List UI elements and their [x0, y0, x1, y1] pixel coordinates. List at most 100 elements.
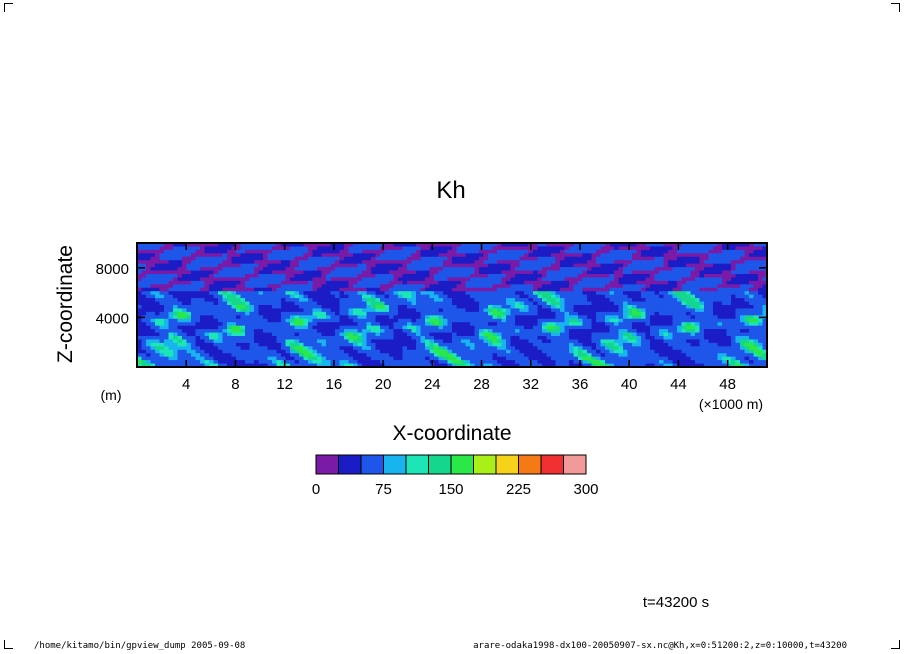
field-cell: [272, 291, 277, 296]
field-cell: [762, 346, 767, 351]
field-cell: [159, 318, 165, 323]
field-cell: [735, 249, 741, 254]
field-cell: [200, 305, 205, 309]
field-cell: [168, 246, 174, 251]
field-cell: [560, 287, 565, 292]
field-cell: [150, 318, 156, 323]
field-cell: [429, 339, 435, 344]
field-cell: [443, 363, 448, 367]
field-cell: [681, 360, 687, 364]
field-cell: [605, 349, 610, 354]
field-cell: [663, 349, 669, 354]
field-cell: [308, 360, 313, 364]
field-cell: [303, 325, 309, 330]
field-cell: [546, 315, 552, 320]
field-cell: [677, 356, 682, 361]
field-cell: [600, 243, 606, 247]
field-cell: [713, 256, 718, 261]
field-cell: [479, 356, 484, 361]
field-cell: [569, 267, 574, 271]
field-cell: [753, 346, 759, 351]
field-cell: [461, 256, 466, 261]
field-cell: [605, 360, 610, 364]
field-cell: [560, 274, 565, 278]
field-cell: [470, 329, 475, 333]
field-cell: [717, 256, 723, 261]
field-cell: [213, 246, 219, 251]
field-cell: [564, 315, 570, 320]
field-cell: [762, 287, 767, 292]
field-cell: [407, 284, 412, 289]
field-cell: [618, 336, 624, 340]
field-cell: [227, 298, 232, 302]
field-cell: [276, 263, 282, 268]
field-cell: [596, 294, 601, 299]
field-cell: [524, 298, 529, 302]
field-cell: [537, 336, 543, 340]
field-cell: [668, 346, 673, 351]
field-cell: [717, 301, 723, 306]
field-cell: [663, 277, 669, 282]
field-cell: [146, 356, 151, 361]
field-cell: [546, 298, 552, 302]
field-cell: [344, 353, 349, 358]
field-cell: [614, 260, 619, 265]
field-cell: [614, 249, 619, 254]
field-cell: [321, 287, 327, 292]
field-cell: [258, 339, 264, 344]
field-cell: [542, 322, 547, 327]
field-cell: [488, 311, 493, 316]
field-cell: [668, 291, 673, 296]
field-cell: [726, 346, 732, 351]
field-cell: [659, 360, 664, 364]
field-cell: [542, 246, 547, 251]
field-cell: [731, 256, 736, 261]
field-cell: [479, 305, 484, 309]
field-cell: [528, 291, 534, 296]
field-cell: [384, 305, 390, 309]
field-cell: [416, 315, 421, 320]
field-cell: [591, 315, 597, 320]
field-cell: [249, 332, 255, 337]
field-cell: [443, 318, 448, 323]
field-cell: [609, 336, 615, 340]
field-cell: [461, 325, 466, 330]
field-cell: [663, 280, 669, 285]
field-cell: [650, 308, 655, 313]
field-cell: [389, 249, 394, 254]
field-cell: [389, 325, 394, 330]
field-cell: [695, 339, 700, 344]
field-cell: [506, 294, 511, 299]
field-cell: [632, 353, 637, 358]
field-cell: [722, 294, 727, 299]
field-cell: [447, 325, 453, 330]
field-cell: [681, 298, 687, 302]
field-cell: [402, 267, 408, 271]
field-cell: [438, 315, 444, 320]
field-cell: [222, 243, 228, 247]
field-cell: [353, 336, 358, 340]
field-cell: [479, 270, 484, 275]
field-cell: [312, 277, 318, 282]
field-cell: [542, 294, 547, 299]
field-cell: [645, 353, 651, 358]
field-cell: [353, 363, 358, 367]
field-cell: [551, 267, 556, 271]
field-cell: [564, 342, 570, 347]
field-cell: [425, 256, 430, 261]
field-cell: [555, 318, 561, 323]
field-cell: [668, 274, 673, 278]
field-cell: [137, 249, 142, 254]
field-cell: [159, 260, 165, 265]
field-cell: [519, 256, 525, 261]
field-cell: [758, 267, 763, 271]
field-cell: [411, 253, 417, 258]
field-cell: [753, 353, 759, 358]
field-cell: [290, 267, 295, 271]
field-cell: [627, 256, 633, 261]
field-cell: [249, 256, 255, 261]
field-cell: [285, 263, 291, 268]
field-cell: [141, 318, 147, 323]
field-cell: [465, 311, 471, 316]
field-cell: [411, 267, 417, 271]
